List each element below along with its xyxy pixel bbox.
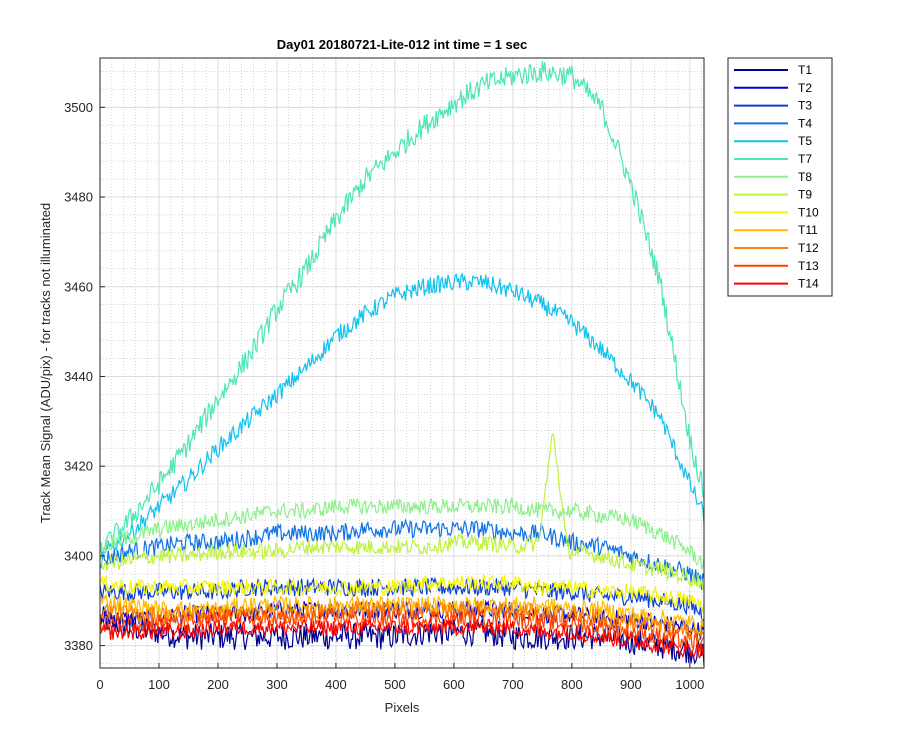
x-tick-label: 900 <box>620 677 642 692</box>
legend-label-t4: T4 <box>798 116 812 130</box>
legend-label-t8: T8 <box>798 170 812 184</box>
x-tick-label: 500 <box>384 677 406 692</box>
legend-label-t12: T12 <box>798 241 819 255</box>
x-tick-label: 0 <box>96 677 103 692</box>
x-tick-label: 700 <box>502 677 524 692</box>
y-axis-label: Track Mean Signal (ADU/pix) - for tracks… <box>38 203 53 523</box>
legend-label-t2: T2 <box>798 81 812 95</box>
series-lines <box>99 60 705 667</box>
legend-label-t10: T10 <box>798 205 819 219</box>
legend-label-t3: T3 <box>798 99 812 113</box>
legend-label-t9: T9 <box>798 188 812 202</box>
series-line-t9 <box>99 432 705 591</box>
x-tick-label: 200 <box>207 677 229 692</box>
series-line-t13 <box>99 607 705 653</box>
y-tick-label: 3400 <box>64 548 93 563</box>
series-line-t7 <box>99 60 705 555</box>
x-tick-label: 600 <box>443 677 465 692</box>
x-axis-label: Pixels <box>385 700 420 715</box>
y-tick-label: 3500 <box>64 100 93 115</box>
y-tick-label: 3480 <box>64 190 93 205</box>
series-line-t5 <box>99 272 705 561</box>
plot-background <box>100 58 704 668</box>
series-line-t11 <box>99 592 705 637</box>
y-tick-label: 3460 <box>64 279 93 294</box>
x-tick-label: 100 <box>148 677 170 692</box>
legend-label-t7: T7 <box>798 152 812 166</box>
series-line-t8 <box>99 496 705 570</box>
x-tick-label: 800 <box>561 677 583 692</box>
series-line-t3 <box>99 576 705 622</box>
legend-label-t1: T1 <box>798 63 812 77</box>
x-tick-label: 400 <box>325 677 347 692</box>
series-line-t10 <box>99 573 705 613</box>
legend-label-t13: T13 <box>798 259 819 273</box>
legend-label-t11: T11 <box>798 223 818 237</box>
y-tick-label: 3380 <box>64 638 93 653</box>
series-line-t12 <box>99 599 705 644</box>
chart-title: Day01 20180721-Lite-012 int time = 1 sec <box>277 37 527 52</box>
y-axis-ticks: 3380 3400 3420 3440 3460 3480 3500 <box>64 100 105 653</box>
x-axis-ticks: 0 100 200 300 400 500 600 700 800 900 1000 <box>96 663 704 692</box>
y-tick-label: 3440 <box>64 369 93 384</box>
x-tick-label: 1000 <box>675 677 704 692</box>
plot-frame <box>99 57 705 669</box>
series-line-t4 <box>99 518 705 590</box>
legend-label-t5: T5 <box>798 134 812 148</box>
y-tick-label: 3420 <box>64 459 93 474</box>
legend: T1 T2 T3 T4 T5 T7 T8 T9 T10 T11 T12 T13 T14 <box>727 57 833 297</box>
legend-label-t14: T14 <box>798 277 819 291</box>
x-tick-label: 300 <box>266 677 288 692</box>
series-line-t14 <box>99 618 705 660</box>
